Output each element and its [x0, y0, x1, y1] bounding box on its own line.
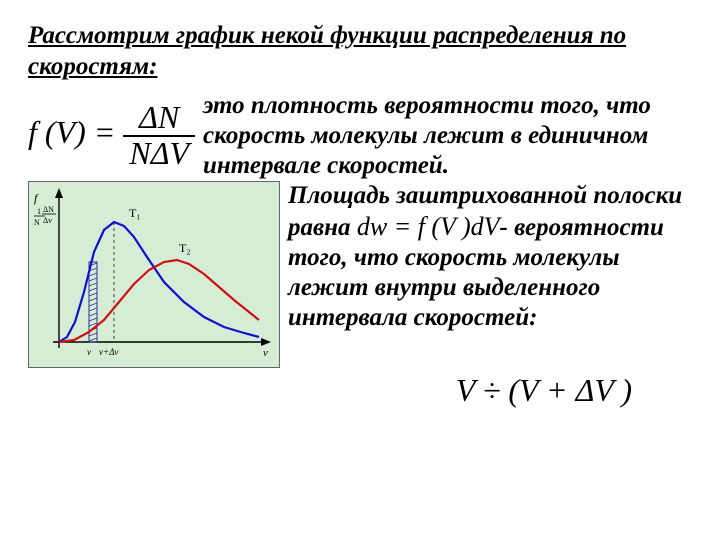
- svg-text:v+Δv: v+Δv: [99, 347, 118, 357]
- formula-bottom: V ÷ (V + ΔV ): [28, 368, 692, 409]
- distribution-chart: f 1 NΔN Δv v T₁ T₂ v v+Δv: [28, 181, 280, 368]
- formula-lhs: f (V) =: [28, 114, 115, 150]
- svg-text:N: N: [34, 218, 40, 227]
- svg-text:ΔN: ΔN: [43, 205, 54, 214]
- svg-text:T₂: T₂: [179, 241, 191, 255]
- formula-main: f (V) = ΔN NΔV: [28, 97, 195, 174]
- svg-text:v: v: [263, 347, 268, 359]
- paragraph-1: это плотность вероятности того, что скор…: [203, 91, 692, 181]
- svg-text:Δv: Δv: [43, 216, 52, 225]
- formula-numerator: ΔN: [123, 101, 195, 137]
- svg-text:f: f: [34, 191, 39, 205]
- paragraph-2: Площадь заштрихованной полоски равна dw …: [288, 181, 692, 333]
- svg-text:v: v: [87, 347, 91, 357]
- dash: -: [500, 214, 508, 241]
- formula-dw: dw = f (V )dV: [357, 212, 500, 241]
- svg-text:T₁: T₁: [129, 206, 141, 220]
- heading: Рассмотрим график некой функции распреде…: [28, 20, 692, 83]
- formula-denominator: NΔV: [123, 137, 195, 171]
- svg-text:1: 1: [37, 207, 41, 216]
